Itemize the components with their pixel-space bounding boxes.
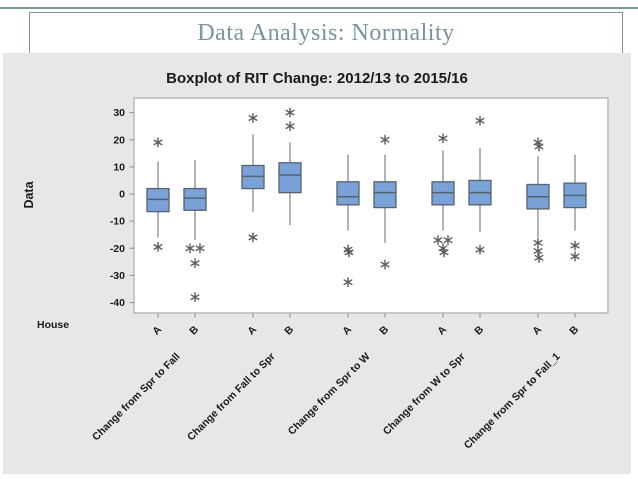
- boxplot-chart: Boxplot of RIT Change: 2012/13 to 2015/1…: [22, 70, 609, 452]
- outlier-star: [190, 260, 200, 267]
- box: [373, 181, 397, 209]
- box: [336, 181, 360, 206]
- x-axis-row-label: House: [37, 319, 69, 331]
- outlier-star: [475, 117, 485, 124]
- outlier-star: [433, 237, 443, 244]
- outlier-star: [534, 143, 544, 150]
- boxplot-graph-panel: Boxplot of RIT Change: 2012/13 to 2015/1…: [3, 53, 631, 474]
- outlier-star: [380, 136, 390, 143]
- y-tick-label: -30: [110, 270, 125, 282]
- outlier-star: [190, 294, 200, 301]
- outlier-star: [285, 109, 295, 116]
- x-house-label: A: [340, 323, 354, 337]
- slide-accent-rule: [0, 7, 638, 9]
- x-house-label: B: [377, 323, 391, 337]
- x-house-label: B: [472, 323, 486, 337]
- x-house-label: A: [245, 323, 259, 337]
- outlier-star: [438, 135, 448, 142]
- x-house-label: B: [187, 323, 201, 337]
- outlier-star: [153, 244, 163, 250]
- outlier-star: [570, 242, 580, 249]
- outlier-star: [344, 249, 354, 256]
- x-house-label: A: [530, 323, 544, 337]
- group-label: Change from Spr to W: [286, 351, 373, 438]
- outlier-star: [475, 246, 485, 253]
- outlier-star: [380, 261, 390, 268]
- group-label: Change from W to Spr: [381, 351, 468, 438]
- y-tick-label: 0: [119, 189, 125, 201]
- outlier-star: [248, 234, 258, 241]
- x-house-label: A: [435, 323, 449, 337]
- group-label: Change from Spr to Fall_1: [462, 351, 563, 452]
- y-axis-label: Data: [22, 180, 36, 208]
- box: [183, 187, 207, 211]
- outlier-star: [439, 249, 449, 256]
- group-label: Change from Spr to Fall: [90, 351, 183, 444]
- y-tick-label: 20: [113, 134, 125, 146]
- x-house-label: B: [567, 323, 581, 337]
- outlier-star: [195, 245, 205, 252]
- y-tick-label: 30: [113, 107, 125, 119]
- outlier-star: [534, 254, 544, 261]
- x-house-label: B: [282, 323, 296, 337]
- slide-title: Data Analysis: Normality: [197, 20, 455, 46]
- y-tick-label: -20: [110, 243, 125, 255]
- x-house-label: A: [150, 323, 164, 337]
- outlier-star: [185, 245, 195, 252]
- y-tick-label: -10: [110, 216, 125, 228]
- outlier-star: [343, 279, 353, 286]
- outlier-star: [153, 139, 163, 146]
- outlier-star: [285, 123, 295, 130]
- outlier-star: [533, 248, 543, 254]
- outlier-star: [248, 115, 258, 121]
- group-label: Change from Fall to Spr: [185, 351, 278, 444]
- y-tick-label: -40: [110, 297, 125, 309]
- outlier-star: [533, 239, 543, 246]
- outlier-star: [570, 253, 580, 260]
- y-tick-label: 10: [113, 161, 125, 173]
- outlier-star: [443, 237, 453, 244]
- box: [278, 162, 302, 194]
- chart-title: Boxplot of RIT Change: 2012/13 to 2015/1…: [166, 70, 468, 87]
